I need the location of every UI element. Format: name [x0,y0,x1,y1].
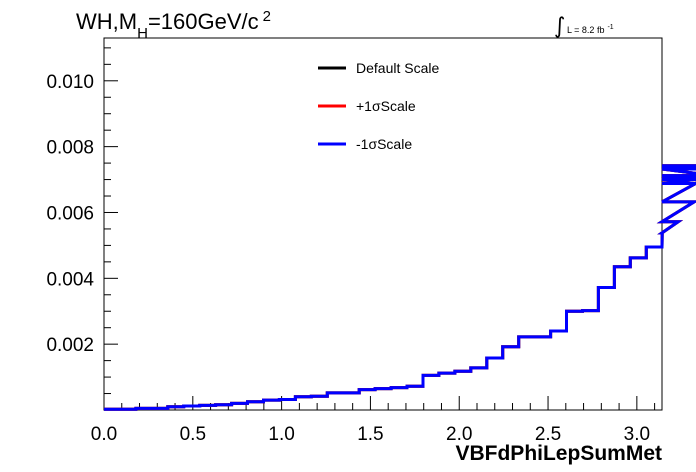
x-axis-ticks: 0.0 0.5 1.0 1.5 2.0 2.5 3.0 [91,396,656,445]
lumi-label: L = 8.2 fb -1 [567,24,614,35]
x-axis-label: VBFdPhiLepSumMet [455,442,662,465]
x-tick-label: 1.5 [357,424,383,445]
y-tick-label: 0.004 [46,269,94,290]
chart-title: WH,MH=160GeV/c 2 [76,8,271,42]
series-line-2 [104,164,696,411]
series-layer [104,164,696,411]
y-tick-label: 0.010 [46,72,94,93]
x-tick-label: 2.5 [535,424,561,445]
lumi-superscript: -1 [607,24,613,31]
y-tick-label: 0.008 [46,138,94,159]
x-tick-label: 0.0 [91,424,117,445]
plot-frame [103,37,663,411]
x-tick-label: 0.5 [180,424,206,445]
y-tick-label: 0.002 [46,335,94,356]
x-tick-label: 1.0 [268,424,294,445]
title-superscript: 2 [263,8,271,25]
legend-label-2: -1σScale [356,136,412,152]
title-subscript: H [137,25,148,42]
y-tick-label: 0.006 [46,203,94,224]
legend: Default Scale +1σScale -1σScale [318,60,439,152]
lumi-text: L = 8.2 fb [567,25,604,35]
legend-label-1: +1σScale [356,98,416,114]
y-axis-ticks: 0.002 0.004 0.006 0.008 0.010 [46,47,118,411]
title-value: =160GeV/c [148,9,259,34]
legend-label-0: Default Scale [356,60,439,76]
x-tick-label: 3.0 [624,424,650,445]
x-tick-label: 2.0 [446,424,472,445]
title-main: WH,M [76,9,137,34]
lumi-integral: ∫ [554,14,565,39]
